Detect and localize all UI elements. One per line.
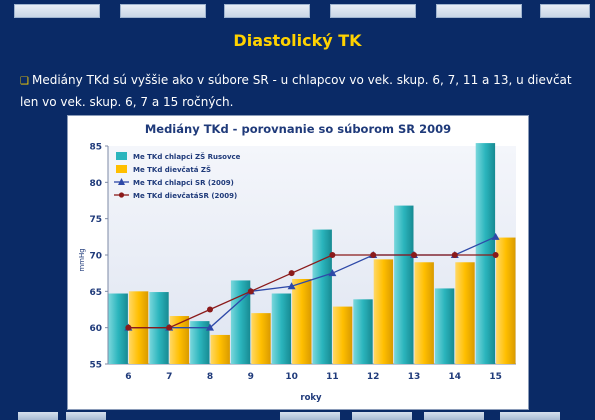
x-tick-label: 11: [326, 372, 339, 382]
point-circle: [166, 324, 173, 331]
slide-title: Diastolický TK: [233, 31, 362, 50]
top-band-block: [224, 4, 310, 18]
y-tick-label: 70: [89, 252, 102, 262]
bar-series2: [210, 334, 230, 364]
point-triangle: [491, 232, 500, 240]
bottom-band-block: [66, 412, 106, 420]
bullet-marker-icon: ❑: [20, 76, 29, 87]
legend-swatch: [116, 152, 127, 160]
bar-series1: [312, 229, 332, 364]
bottom-band-block: [352, 412, 412, 420]
bar-series2: [332, 306, 353, 364]
y-tick-label: 60: [89, 324, 102, 334]
x-tick-label: 14: [449, 372, 462, 382]
bar-series1: [108, 293, 128, 364]
top-band-block: [330, 4, 416, 18]
line-series2: [128, 254, 496, 329]
bar-series1: [475, 143, 496, 364]
legend-marker-triangle: [118, 178, 125, 185]
bar-series2: [251, 313, 271, 364]
legend-label: Me TKd dievčatá ZŠ: [133, 165, 211, 174]
chart-frame: Mediány TKd - porovnanie so súborom SR 2…: [67, 115, 529, 410]
bar-series1: [230, 280, 251, 364]
point-circle: [288, 270, 295, 277]
top-decoration-band: [0, 0, 595, 22]
top-band-block: [436, 4, 522, 18]
x-tick-label: 15: [489, 372, 502, 382]
legend-label: Me TKd chlapci SR (2009): [133, 179, 234, 187]
point-circle: [207, 306, 213, 313]
point-circle: [329, 252, 336, 258]
bottom-band-block: [500, 412, 560, 420]
bar-series1: [353, 299, 373, 364]
legend-marker-circle: [118, 192, 125, 198]
legend-label: Me TKd dievčatáSR (2009): [133, 192, 237, 200]
point-triangle: [328, 269, 337, 277]
point-circle: [247, 288, 254, 295]
point-circle: [451, 252, 458, 258]
bullet-text: Mediány TKd sú vyššie ako v súbore SR - …: [20, 73, 572, 109]
bar-series2: [496, 237, 516, 364]
bottom-decoration-band: [0, 410, 595, 420]
x-tick-label: 8: [207, 372, 213, 382]
x-tick-label: 6: [125, 372, 131, 382]
x-tick-label: 12: [367, 372, 380, 382]
point-triangle: [206, 323, 214, 331]
bottom-band-block: [424, 412, 484, 420]
y-tick-label: 65: [89, 288, 102, 298]
top-band-block: [540, 4, 590, 18]
y-axis-label: mmHg: [78, 248, 86, 271]
point-circle: [411, 252, 417, 258]
x-axis-label: roky: [300, 393, 322, 403]
point-circle: [125, 324, 132, 331]
bar-series2: [373, 259, 394, 364]
bar-series2: [414, 262, 434, 364]
bottom-band-block: [18, 412, 58, 420]
y-tick-label: 55: [89, 361, 102, 371]
x-tick-label: 7: [166, 372, 172, 382]
y-tick-label: 85: [89, 143, 102, 153]
x-tick-label: 10: [285, 372, 298, 382]
x-tick-label: 13: [408, 372, 421, 382]
chart-title: Mediány TKd - porovnanie so súborom SR 2…: [145, 122, 451, 136]
legend-label: Me TKd chlapci ZŠ Rusovce: [133, 152, 241, 161]
legend-swatch: [116, 165, 127, 173]
chart-legend: Me TKd chlapci ZŠ Rusovce Me TKd dievčatá…: [114, 152, 241, 200]
point-triangle: [287, 282, 296, 290]
bullet-text-block: ❑ Mediány TKd sú vyššie ako v súbore SR -…: [20, 70, 580, 112]
point-circle: [492, 252, 499, 258]
bottom-band-block: [280, 412, 340, 420]
bar-series2: [455, 262, 475, 364]
chart-svg: Mediány TKd - porovnanie so súborom SR 2…: [78, 122, 516, 403]
y-tick-label: 80: [89, 179, 102, 189]
bar-series1: [434, 288, 455, 364]
bar-series1: [271, 293, 292, 364]
bar-series1: [394, 205, 414, 364]
top-band-block: [120, 4, 206, 18]
point-circle: [370, 252, 377, 258]
x-tick-label: 9: [248, 372, 254, 382]
bar-series1: [190, 321, 210, 364]
top-band-block: [14, 4, 100, 18]
y-tick-label: 75: [89, 215, 102, 225]
bar-series2: [292, 278, 312, 364]
